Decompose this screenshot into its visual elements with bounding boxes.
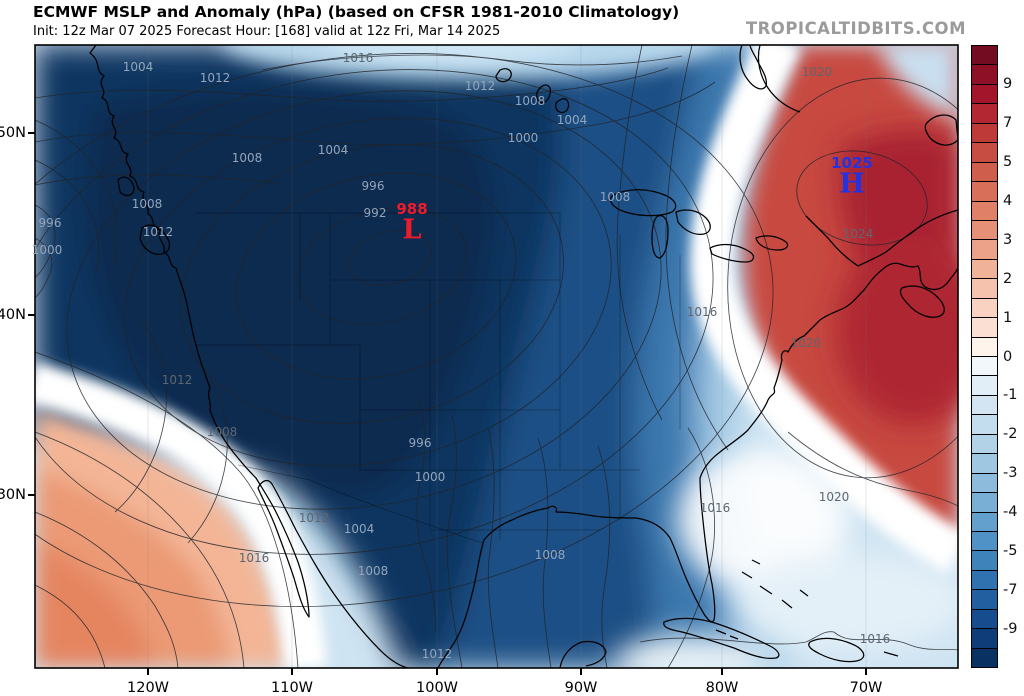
colorbar-cell: [972, 376, 997, 396]
coastlines: [89, 45, 958, 668]
colorbar-cell: [972, 65, 997, 85]
colorbar-cell: [972, 629, 997, 649]
colorbar-cell: [972, 648, 997, 667]
southeast-pale-pockets: [615, 450, 958, 668]
colorbar-cell: [972, 84, 997, 105]
colorbar-cell: [972, 357, 997, 377]
page-subtitle: Init: 12z Mar 07 2025 Forecast Hour: [16…: [33, 24, 501, 39]
colorbar-cell: [972, 240, 997, 260]
colorbar-cell: [972, 182, 997, 202]
colorbar: [971, 45, 998, 668]
colorbar-cell: [972, 123, 997, 144]
northeast-positive-region: [689, 45, 958, 574]
north-light-band: [221, 45, 719, 80]
graticule: [147, 45, 867, 668]
colorbar-cell: [972, 454, 997, 474]
colorbar-cell: [972, 337, 997, 357]
colorbar-cell: [972, 434, 997, 455]
colorbar-cell: [972, 162, 997, 183]
colorbar-cell: [972, 415, 997, 435]
colorbar-cell: [972, 259, 997, 280]
colorbar-cell: [972, 318, 997, 338]
colorbar-cell: [972, 473, 997, 494]
colorbar-cell: [972, 512, 997, 532]
watermark: TROPICALTIDBITS.COM: [745, 19, 966, 38]
colorbar-cell: [972, 104, 997, 124]
colorbar-cell: [972, 298, 997, 319]
colorbar-cell: [972, 609, 997, 630]
colorbar-cell: [972, 590, 997, 610]
colorbar-cell: [972, 201, 997, 221]
colorbar-cell: [972, 551, 997, 571]
southwest-zero-line-band: [35, 361, 327, 668]
southwest-positive-bands: [35, 408, 290, 668]
anomaly-negative-bands: [35, 45, 812, 668]
colorbar-cell: [972, 531, 997, 552]
colorbar-cell: [972, 46, 997, 66]
colorbar-cell: [972, 395, 997, 416]
page-title: ECMWF MSLP and Anomaly (hPa) (based on C…: [33, 3, 680, 21]
colorbar-cell: [972, 493, 997, 513]
colorbar-cell: [972, 570, 997, 591]
colorbar-cell: [972, 279, 997, 299]
map-frame: [34, 44, 959, 669]
colorbar-cell: [972, 143, 997, 163]
state-borders: [196, 212, 681, 544]
colorbar-cell: [972, 220, 997, 241]
